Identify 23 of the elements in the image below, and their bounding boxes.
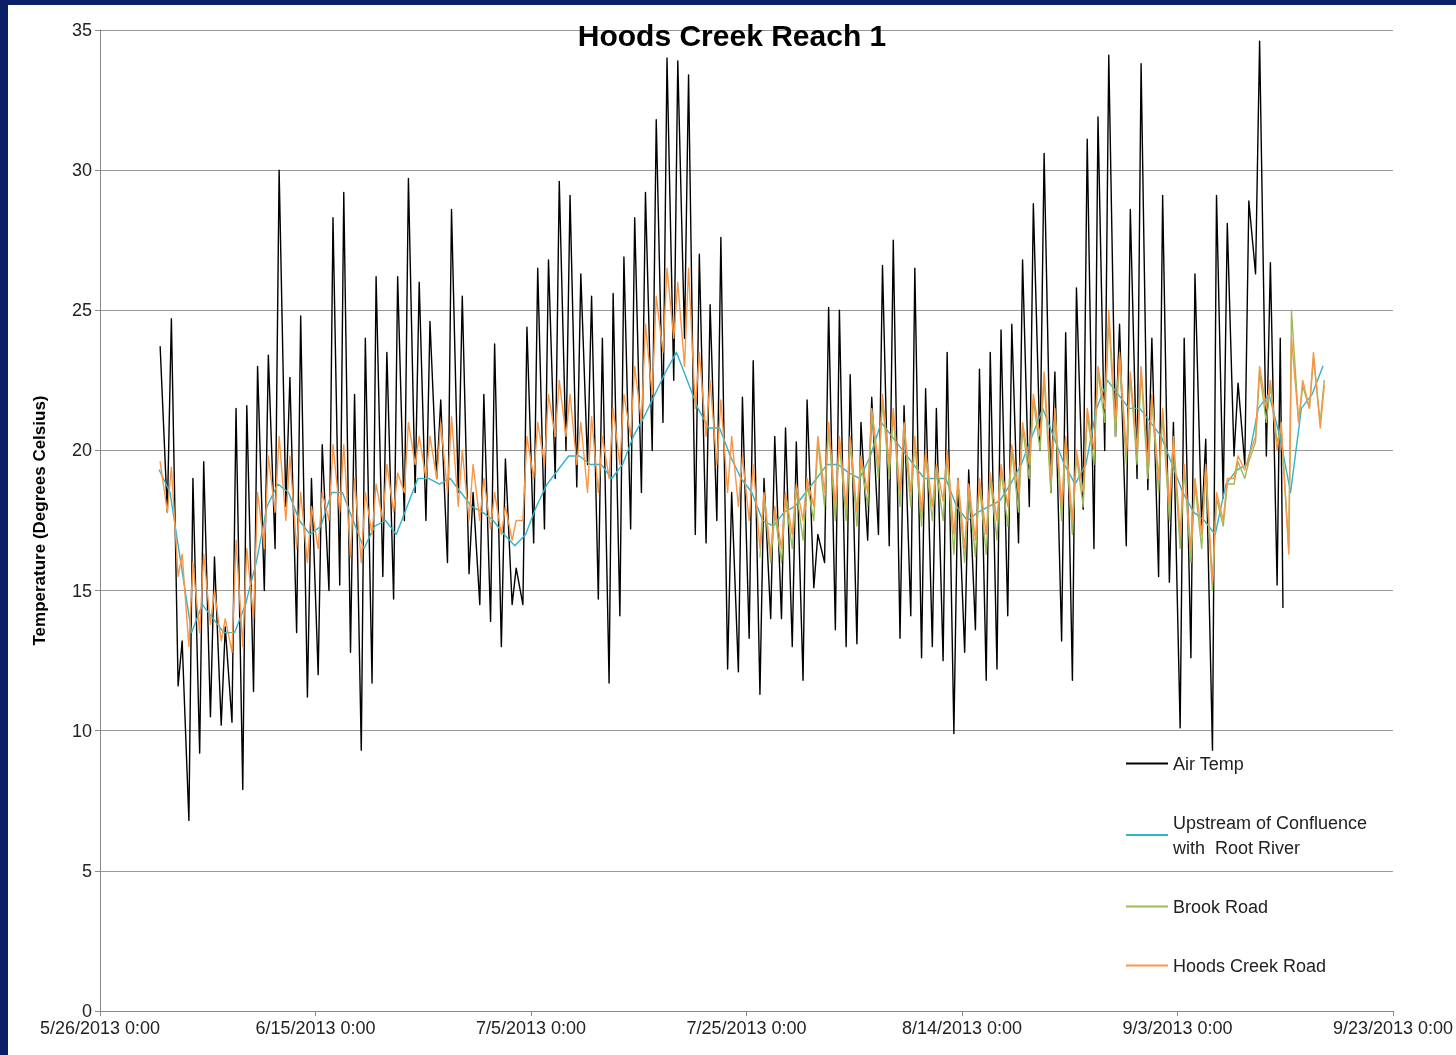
x-tick-label: 7/25/2013 0:00 [686, 1018, 807, 1038]
x-tick-label: 9/3/2013 0:00 [1122, 1018, 1233, 1038]
y-tick-label: 0 [81, 1001, 92, 1021]
y-tick-label: 35 [71, 20, 92, 40]
y-tick-label: 30 [71, 160, 92, 181]
x-tick-label: 5/26/2013 0:00 [39, 1018, 161, 1038]
y-tick-label: 25 [71, 300, 92, 321]
x-tick-label: 9/23/2013 0:00 [1332, 1018, 1454, 1038]
line-series [158, 351, 1324, 634]
x-tick-label: 8/14/2013 0:00 [901, 1018, 1023, 1038]
x-tick-label: 7/5/2013 0:00 [475, 1018, 587, 1038]
y-axis-title: Temperature (Degrees Celsius) [30, 395, 49, 646]
line-series [159, 267, 1325, 653]
x-tick-label: 6/15/2013 0:00 [255, 1018, 376, 1038]
legend-label: Hoods Creek Road [1173, 955, 1327, 976]
y-tick-label: 15 [71, 580, 92, 601]
y-tick-label: 10 [71, 720, 92, 741]
legend-label: Upstream of Confluence with Root River [1172, 812, 1373, 858]
legend-label: Brook Road [1173, 896, 1269, 917]
legend-label: Air Temp [1173, 753, 1244, 774]
y-tick-label: 5 [81, 860, 92, 881]
y-tick-label: 20 [71, 440, 92, 461]
chart-title: Hoods Creek Reach 1 [577, 18, 887, 52]
